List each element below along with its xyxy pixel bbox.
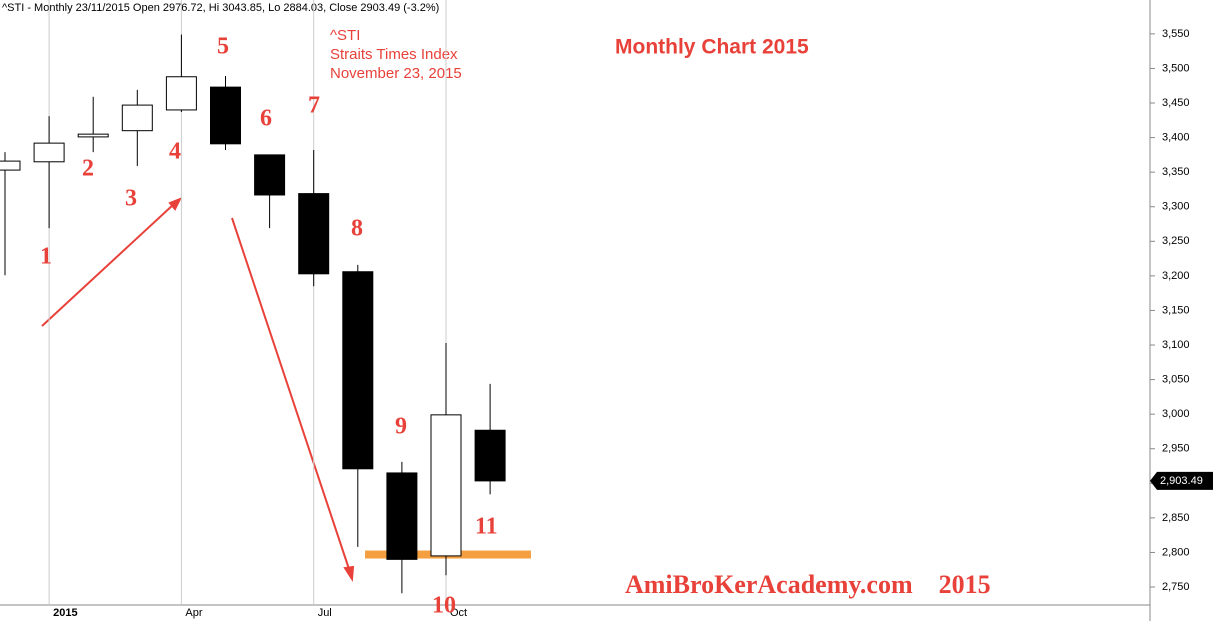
y-tick-label: 3,100 (1162, 339, 1190, 351)
y-tick-label: 3,400 (1162, 132, 1190, 144)
y-tick-label: 2,800 (1162, 546, 1190, 558)
y-tick-label: 3,000 (1162, 408, 1190, 420)
annotation: 3 (125, 186, 137, 212)
candle-body (254, 154, 286, 196)
symbol-note: ^STI (330, 27, 360, 44)
last-price-label: 2,903.49 (1160, 475, 1203, 487)
annotation: 8 (351, 216, 363, 242)
y-tick-label: 3,450 (1162, 97, 1190, 109)
y-tick-label: 3,150 (1162, 304, 1190, 316)
y-tick-label: 2,950 (1162, 443, 1190, 455)
y-tick-label: 3,300 (1162, 201, 1190, 213)
last-price-tag (1150, 471, 1213, 490)
candle-body (165, 76, 197, 111)
candle-body (33, 142, 65, 163)
candle-body (77, 133, 109, 138)
symbol-note: November 23, 2015 (330, 65, 462, 82)
y-tick-label: 3,500 (1162, 62, 1190, 74)
watermark: AmiBroKerAcademy.com 2015 (625, 570, 991, 599)
annotation: 6 (260, 106, 272, 132)
y-tick-label: 3,200 (1162, 270, 1190, 282)
candle-body (0, 160, 21, 171)
candle-body (386, 472, 418, 560)
x-tick-label: Jul (318, 607, 332, 619)
y-tick-label: 3,350 (1162, 166, 1190, 178)
candle-body (210, 86, 241, 145)
annotation: 9 (395, 414, 407, 440)
y-tick-label: 2,850 (1162, 512, 1190, 524)
annotation: 2 (82, 156, 94, 182)
y-tick-label: 3,550 (1162, 28, 1190, 40)
arrows (41, 197, 355, 583)
annotation: 7 (308, 93, 320, 119)
y-tick-label: 3,250 (1162, 235, 1190, 247)
annotation: 5 (217, 34, 229, 60)
chart-heading: Monthly Chart 2015 (615, 36, 809, 59)
symbol-note: Straits Times Index (330, 46, 458, 63)
annotation: 1 (40, 244, 52, 270)
x-tick-label: 2015 (53, 607, 77, 619)
candle-body (474, 429, 506, 482)
candle-body (430, 414, 462, 557)
y-tick-label: 2,750 (1162, 581, 1190, 593)
candle-body (121, 104, 153, 132)
chart-title: ^STI - Monthly 23/11/2015 Open 2976.72, … (2, 2, 439, 14)
annotation: 4 (169, 139, 181, 165)
x-tick-label: Apr (185, 607, 202, 619)
annotation: 11 (475, 514, 498, 540)
y-tick-label: 3,050 (1162, 374, 1190, 386)
candle-body (342, 271, 374, 470)
x-tick-label: Oct (450, 607, 467, 619)
annotation: 10 (432, 593, 456, 619)
candle-body (298, 193, 330, 275)
